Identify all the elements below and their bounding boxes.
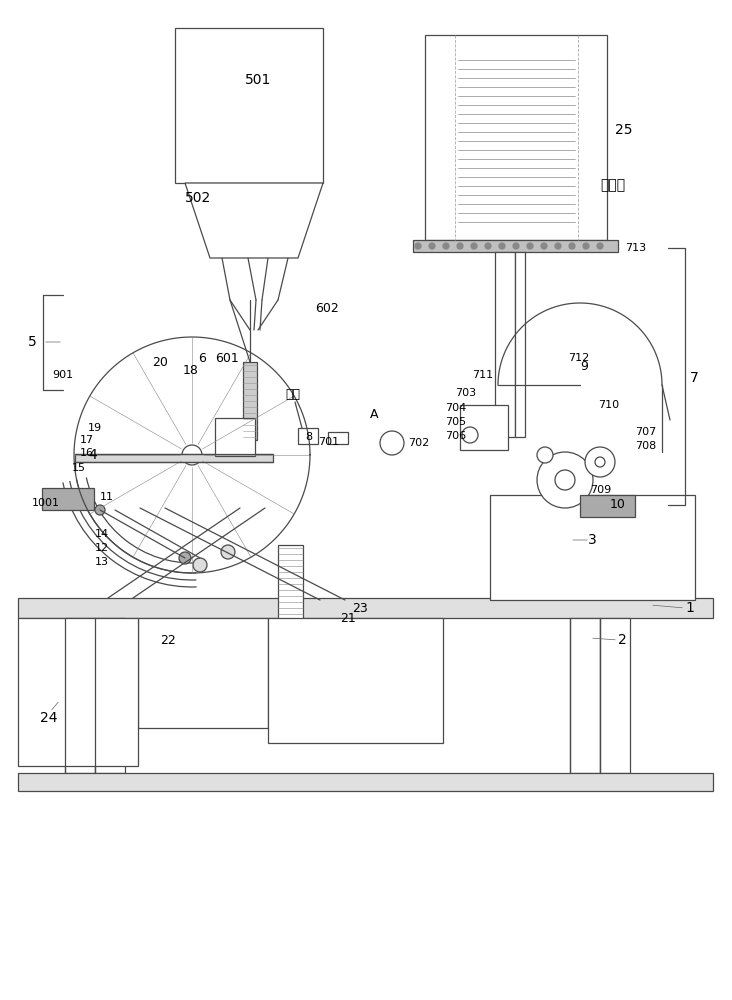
Text: 20: 20 (152, 356, 168, 368)
Bar (18, 773, 713, 791)
Text: 8: 8 (305, 432, 312, 442)
Circle shape (541, 243, 547, 249)
Text: 703: 703 (455, 388, 476, 398)
Bar (18, 598, 713, 618)
Bar (75, 454, 273, 462)
Bar (175, 28, 323, 183)
Circle shape (569, 243, 575, 249)
Circle shape (485, 243, 491, 249)
Text: 19: 19 (88, 423, 102, 433)
Text: 25: 25 (615, 123, 632, 137)
Text: 602: 602 (315, 302, 339, 314)
Text: 706: 706 (445, 431, 466, 441)
Bar (460, 405, 508, 450)
Text: 702: 702 (408, 438, 429, 448)
Bar (243, 362, 257, 440)
Bar (138, 618, 268, 728)
Text: 10: 10 (610, 498, 626, 512)
Bar (65, 618, 95, 773)
Circle shape (182, 445, 202, 465)
Text: 封装袋: 封装袋 (600, 178, 625, 192)
Circle shape (193, 558, 207, 572)
Text: 18: 18 (183, 363, 199, 376)
Text: 709: 709 (590, 485, 611, 495)
Text: 15: 15 (72, 463, 86, 473)
Bar (425, 35, 607, 240)
Circle shape (221, 545, 235, 559)
Text: 14: 14 (95, 529, 109, 539)
Text: 712: 712 (568, 353, 589, 363)
Circle shape (527, 243, 533, 249)
Bar (95, 618, 125, 773)
Bar (18, 618, 138, 766)
Text: 4: 4 (88, 448, 97, 462)
Polygon shape (185, 183, 323, 258)
Bar (490, 495, 695, 600)
Text: 701: 701 (318, 437, 339, 447)
Text: 23: 23 (352, 601, 367, 614)
Circle shape (95, 505, 105, 515)
Circle shape (555, 470, 575, 490)
Text: 22: 22 (160, 634, 176, 647)
Bar (570, 618, 600, 773)
Text: 13: 13 (95, 557, 109, 567)
Text: 12: 12 (95, 543, 109, 553)
Text: 9: 9 (580, 360, 588, 373)
Text: 5: 5 (28, 335, 37, 349)
Text: 707: 707 (635, 427, 657, 437)
Circle shape (585, 447, 615, 477)
Text: 710: 710 (598, 400, 619, 410)
Circle shape (583, 243, 589, 249)
Text: 2: 2 (618, 633, 627, 647)
Circle shape (457, 243, 463, 249)
Text: 7: 7 (690, 371, 699, 385)
Text: 901: 901 (52, 370, 73, 380)
Circle shape (179, 552, 191, 564)
Text: 缺口: 缺口 (285, 388, 300, 401)
Circle shape (415, 243, 421, 249)
Text: 17: 17 (80, 435, 94, 445)
Circle shape (380, 431, 404, 455)
Text: 501: 501 (245, 73, 272, 87)
Circle shape (537, 447, 553, 463)
Text: 21: 21 (340, 611, 356, 624)
Bar (580, 495, 635, 517)
Text: A: A (370, 408, 378, 422)
Bar (42, 488, 94, 510)
Circle shape (555, 243, 561, 249)
Circle shape (499, 243, 505, 249)
Text: 16: 16 (80, 448, 94, 458)
Text: 1: 1 (685, 601, 694, 615)
Bar (298, 428, 318, 444)
Bar (495, 252, 515, 437)
Circle shape (595, 457, 605, 467)
Bar (278, 545, 303, 620)
Bar (600, 618, 630, 773)
Bar (215, 418, 255, 456)
Circle shape (513, 243, 519, 249)
Text: 11: 11 (100, 492, 114, 502)
Circle shape (537, 452, 593, 508)
Text: 711: 711 (472, 370, 493, 380)
Circle shape (429, 243, 435, 249)
Circle shape (443, 243, 449, 249)
Text: 704: 704 (445, 403, 466, 413)
Text: 6: 6 (198, 352, 206, 364)
Text: 502: 502 (185, 191, 212, 205)
Bar (268, 618, 443, 743)
Circle shape (471, 243, 477, 249)
Text: 1001: 1001 (32, 498, 60, 508)
Circle shape (597, 243, 603, 249)
Text: 713: 713 (625, 243, 646, 253)
Text: 24: 24 (40, 711, 58, 725)
Text: 3: 3 (588, 533, 597, 547)
Text: 705: 705 (445, 417, 466, 427)
Text: 601: 601 (215, 352, 239, 364)
Bar (328, 432, 348, 444)
Bar (413, 240, 618, 252)
Circle shape (462, 427, 478, 443)
Text: 708: 708 (635, 441, 657, 451)
Bar (515, 252, 525, 437)
